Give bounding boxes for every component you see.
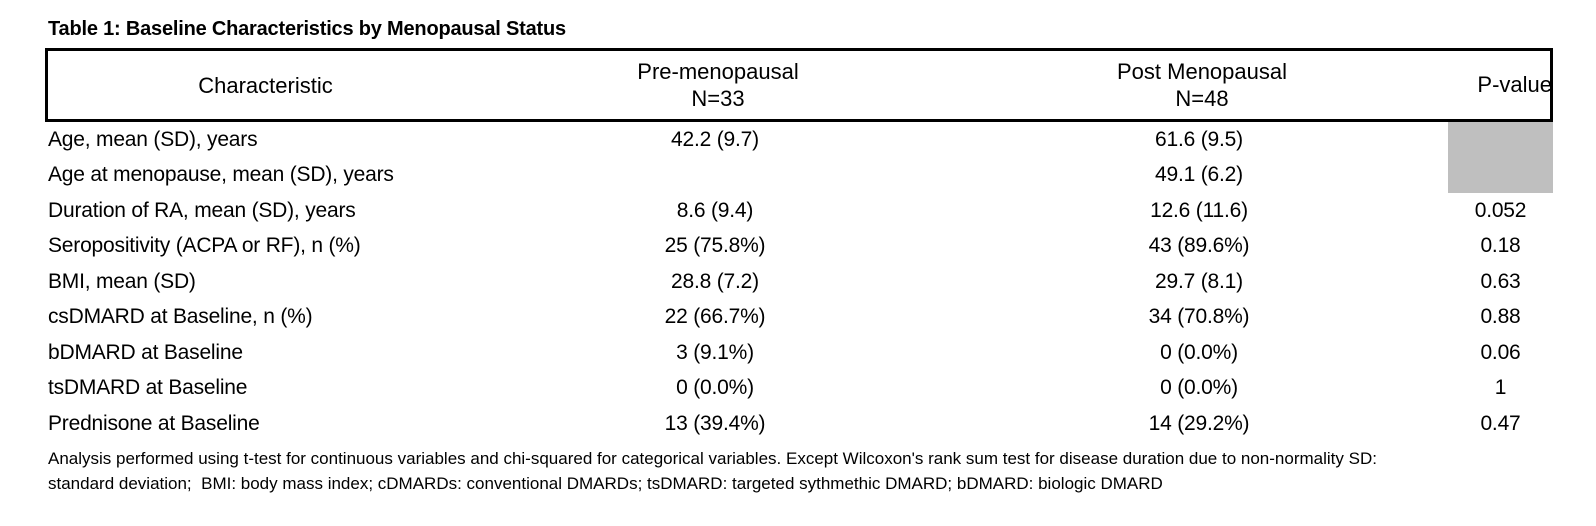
cell-pvalue: 0.06 — [1480, 340, 1521, 364]
cell-pre: 25 (75.8%) — [664, 234, 766, 258]
table-row: bDMARD at Baseline 3 (9.1%) 0 (0.0%) 0.0… — [45, 335, 1553, 371]
cell-post: 14 (29.2%) — [1148, 411, 1250, 435]
header-pre-n: N=33 — [691, 86, 745, 111]
header-p-value: P-value — [1477, 72, 1552, 97]
cell-post: 49.1 (6.2) — [1155, 163, 1243, 187]
cell-pvalue: 0.18 — [1480, 234, 1521, 258]
cell-pre: 42.2 (9.7) — [671, 127, 759, 151]
cell-characteristic: BMI, mean (SD) — [48, 269, 196, 293]
cell-pre: 3 (9.1%) — [676, 340, 754, 364]
cell-characteristic: Age, mean (SD), years — [48, 127, 258, 151]
header-post-menopausal: Post Menopausal N=48 — [953, 58, 1451, 112]
table-row: Duration of RA, mean (SD), years 8.6 (9.… — [45, 193, 1553, 229]
cell-characteristic: tsDMARD at Baseline — [48, 376, 248, 400]
header-pre-menopausal: Pre-menopausal N=33 — [483, 58, 953, 112]
cell-post: 0 (0.0%) — [1160, 340, 1238, 364]
header-pre-label: Pre-menopausal — [637, 59, 799, 84]
cell-characteristic: csDMARD at Baseline, n (%) — [48, 305, 313, 329]
table-header-row: Characteristic Pre-menopausal N=33 Post … — [45, 48, 1553, 122]
cell-post: 0 (0.0%) — [1160, 376, 1238, 400]
cell-post: 61.6 (9.5) — [1155, 127, 1243, 151]
table-row: csDMARD at Baseline, n (%) 22 (66.7%) 34… — [45, 300, 1553, 336]
table-body: Age, mean (SD), years 42.2 (9.7) 61.6 (9… — [45, 122, 1553, 442]
table-row: Age, mean (SD), years 42.2 (9.7) 61.6 (9… — [45, 122, 1553, 158]
header-characteristic: Characteristic — [198, 72, 333, 98]
table-footnote: Analysis performed using t-test for cont… — [45, 446, 1553, 496]
cell-pvalue-shaded — [1448, 122, 1553, 158]
cell-post: 12.6 (11.6) — [1150, 198, 1248, 222]
header-post-n: N=48 — [1175, 86, 1229, 111]
cell-characteristic: Prednisone at Baseline — [48, 411, 260, 435]
table-container: Table 1: Baseline Characteristics by Men… — [45, 18, 1553, 496]
cell-pre: 0 (0.0%) — [676, 376, 754, 400]
table-title: Table 1: Baseline Characteristics by Men… — [48, 18, 566, 40]
cell-characteristic: Seropositivity (ACPA or RF), n (%) — [48, 234, 361, 258]
cell-pvalue: 0.47 — [1480, 411, 1521, 435]
table-row: Seropositivity (ACPA or RF), n (%) 25 (7… — [45, 229, 1553, 265]
cell-post: 34 (70.8%) — [1148, 305, 1250, 329]
cell-post: 29.7 (8.1) — [1155, 269, 1243, 293]
cell-characteristic: bDMARD at Baseline — [48, 340, 243, 364]
cell-pvalue-shaded — [1448, 157, 1553, 193]
footnote-line-1: Analysis performed using t-test for cont… — [48, 448, 1377, 468]
cell-pre: 8.6 (9.4) — [676, 198, 754, 222]
cell-pvalue: 0.88 — [1480, 305, 1521, 329]
cell-characteristic: Duration of RA, mean (SD), years — [48, 198, 356, 222]
cell-pvalue: 0.052 — [1474, 198, 1527, 222]
footnote-line-2: standard deviation; BMI: body mass index… — [48, 473, 1163, 493]
cell-pvalue: 0.63 — [1480, 269, 1521, 293]
cell-characteristic: Age at menopause, mean (SD), years — [48, 163, 394, 187]
cell-pre: 28.8 (7.2) — [671, 269, 759, 293]
table-row: Prednisone at Baseline 13 (39.4%) 14 (29… — [45, 406, 1553, 442]
cell-pre: 13 (39.4%) — [664, 411, 766, 435]
table-row: Age at menopause, mean (SD), years 49.1 … — [45, 157, 1553, 193]
cell-pvalue: 1 — [1494, 376, 1507, 400]
table-row: BMI, mean (SD) 28.8 (7.2) 29.7 (8.1) 0.6… — [45, 264, 1553, 300]
header-post-label: Post Menopausal — [1117, 59, 1287, 84]
table-row: tsDMARD at Baseline 0 (0.0%) 0 (0.0%) 1 — [45, 371, 1553, 407]
cell-pre: 22 (66.7%) — [664, 305, 766, 329]
cell-post: 43 (89.6%) — [1148, 234, 1250, 258]
